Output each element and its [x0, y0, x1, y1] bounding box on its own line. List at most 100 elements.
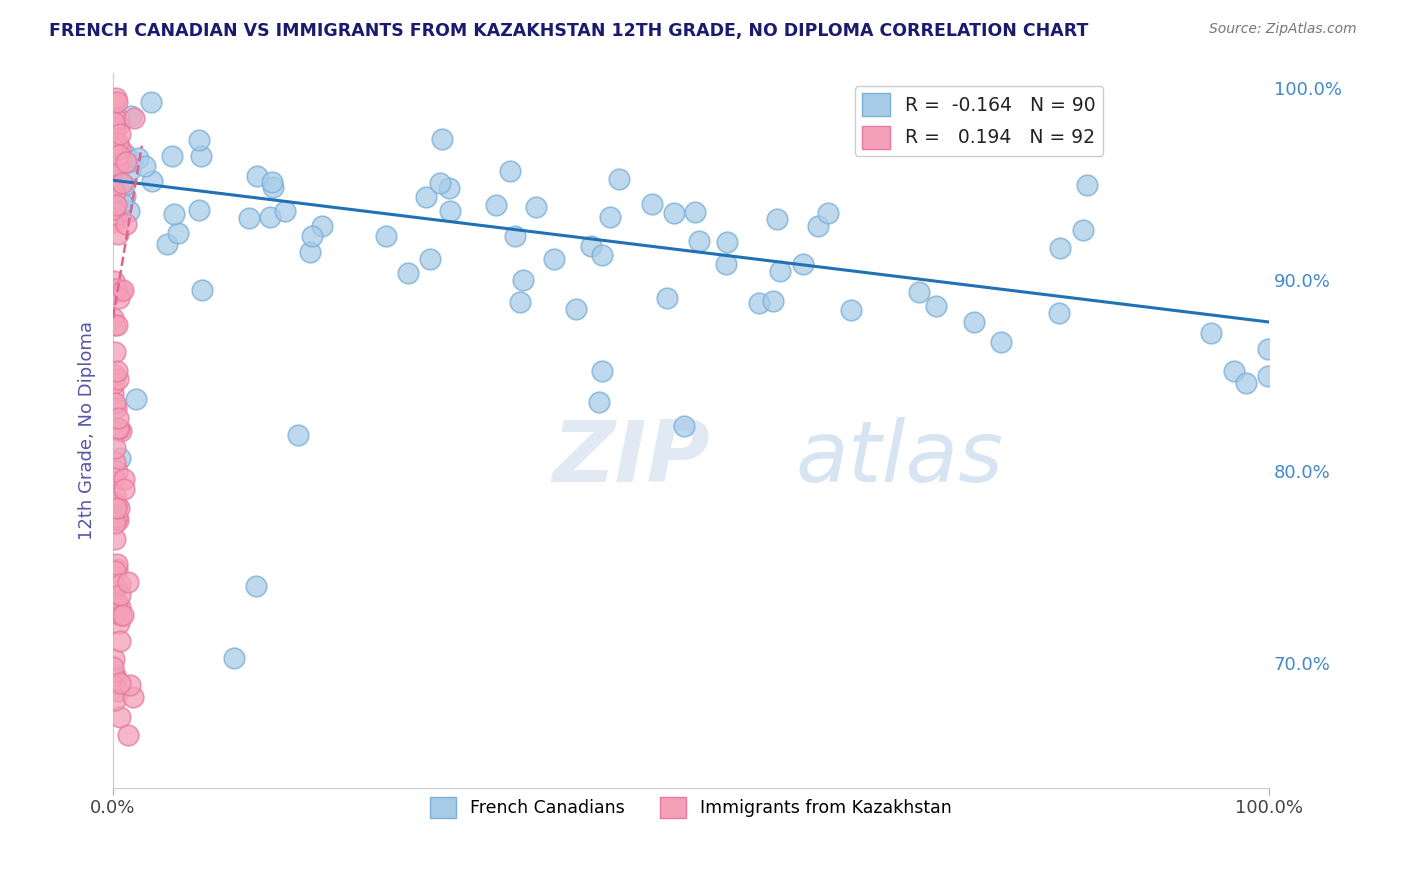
Point [298, 245, 321, 260]
Point [716, 256, 738, 270]
Point [104, 441, 127, 455]
Point [588, 395, 610, 409]
Point [104, 122, 127, 136]
Point [104, 564, 127, 578]
Point [524, 200, 547, 214]
Point [765, 211, 787, 226]
Point [103, 140, 125, 154]
Point [592, 248, 614, 262]
Point [1047, 305, 1070, 319]
Point [419, 252, 441, 266]
Point [105, 607, 128, 621]
Point [127, 151, 149, 165]
Point [104, 318, 127, 332]
Point [1199, 326, 1222, 341]
Point [117, 728, 139, 742]
Point [662, 206, 685, 220]
Point [673, 418, 696, 433]
Point [118, 162, 141, 177]
Text: ZIP: ZIP [553, 417, 710, 500]
Point [104, 90, 127, 104]
Point [121, 154, 143, 169]
Point [112, 158, 135, 172]
Point [110, 284, 132, 298]
Point [120, 678, 142, 692]
Point [246, 169, 269, 183]
Point [807, 219, 830, 233]
Point [683, 204, 706, 219]
Point [260, 175, 283, 189]
Point [103, 376, 125, 390]
Point [607, 172, 630, 186]
Point [114, 147, 136, 161]
Point [141, 173, 163, 187]
Point [105, 95, 128, 109]
Point [499, 163, 522, 178]
Point [124, 392, 146, 407]
Point [104, 579, 127, 593]
Text: FRENCH CANADIAN VS IMMIGRANTS FROM KAZAKHSTAN 12TH GRADE, NO DIPLOMA CORRELATION: FRENCH CANADIAN VS IMMIGRANTS FROM KAZAK… [49, 22, 1088, 40]
Point [107, 410, 129, 425]
Point [259, 211, 281, 225]
Point [110, 608, 132, 623]
Point [105, 672, 128, 686]
Point [107, 118, 129, 132]
Y-axis label: 12th Grade, No Diploma: 12th Grade, No Diploma [79, 321, 96, 540]
Point [108, 500, 131, 515]
Point [108, 451, 131, 466]
Point [111, 283, 134, 297]
Point [716, 235, 738, 249]
Point [104, 185, 127, 199]
Point [103, 163, 125, 178]
Point [103, 274, 125, 288]
Point [111, 195, 134, 210]
Point [1049, 241, 1071, 255]
Point [962, 315, 984, 329]
Point [748, 296, 770, 310]
Point [907, 285, 929, 299]
Point [245, 579, 267, 593]
Point [111, 176, 134, 190]
Point [107, 227, 129, 241]
Point [107, 498, 129, 512]
Point [166, 226, 188, 240]
Point [107, 513, 129, 527]
Point [1223, 364, 1246, 378]
Point [103, 386, 125, 401]
Point [105, 558, 128, 572]
Point [112, 607, 135, 622]
Point [162, 149, 184, 163]
Point [505, 229, 527, 244]
Point [108, 112, 131, 126]
Point [564, 301, 586, 316]
Point [640, 197, 662, 211]
Point [108, 634, 131, 648]
Point [120, 109, 142, 123]
Point [103, 178, 125, 193]
Point [107, 158, 129, 172]
Point [107, 318, 129, 332]
Point [599, 210, 621, 224]
Point [104, 496, 127, 510]
Point [114, 188, 136, 202]
Point [108, 422, 131, 436]
Text: Source: ZipAtlas.com: Source: ZipAtlas.com [1209, 22, 1357, 37]
Point [104, 532, 127, 546]
Point [188, 133, 211, 147]
Point [188, 203, 211, 218]
Point [104, 396, 127, 410]
Point [104, 111, 127, 125]
Point [107, 291, 129, 305]
Point [105, 136, 128, 151]
Point [104, 595, 127, 609]
Point [103, 677, 125, 691]
Point [110, 127, 132, 141]
Point [110, 675, 132, 690]
Point [104, 368, 127, 382]
Point [117, 575, 139, 590]
Point [1071, 223, 1094, 237]
Point [110, 589, 132, 603]
Point [115, 154, 138, 169]
Point [104, 211, 127, 226]
Point [103, 310, 125, 325]
